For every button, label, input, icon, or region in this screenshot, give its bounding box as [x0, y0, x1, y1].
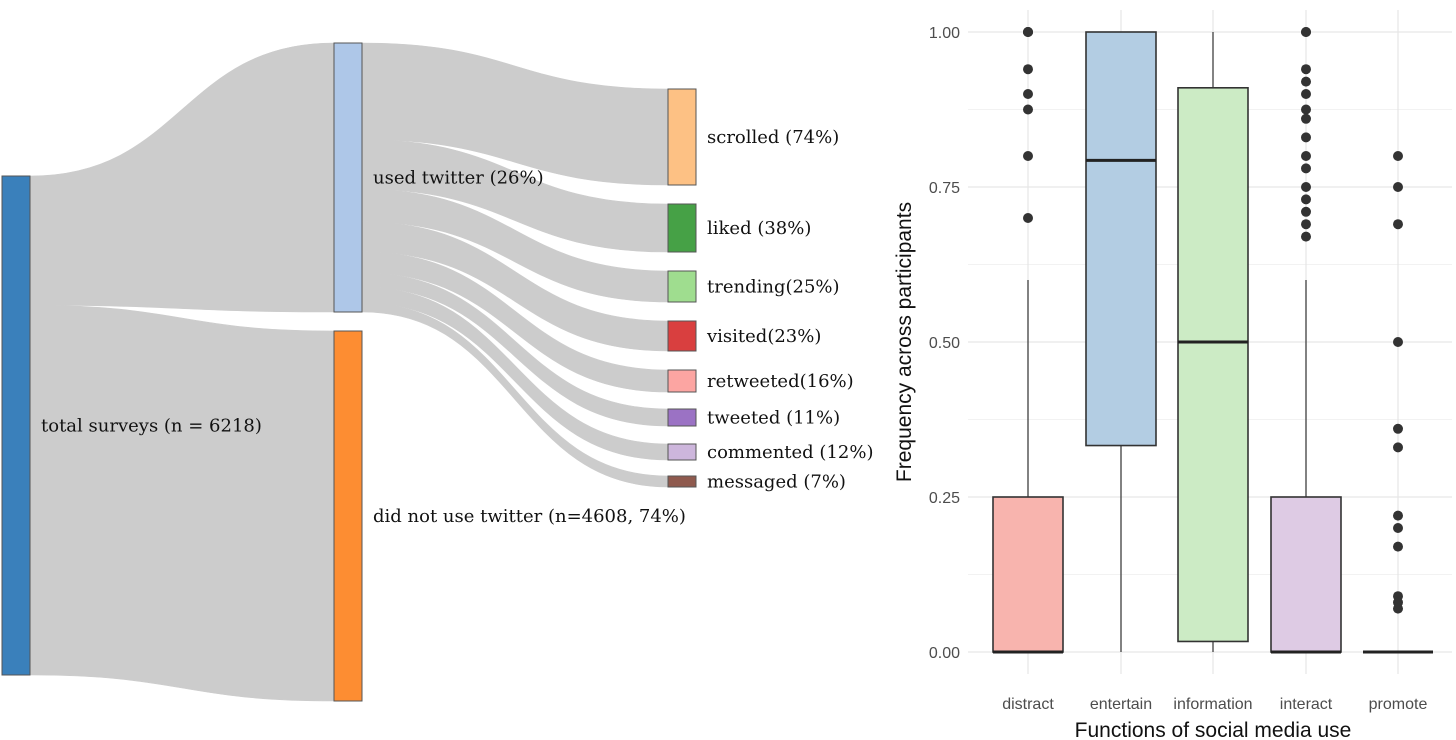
outlier-point: [1301, 151, 1311, 161]
boxplot-y-tick-labels: 0.00 0.25 0.50 0.75 1.00: [929, 25, 960, 662]
sankey-chart: total surveys (n = 6218) used twitter (26…: [1, 42, 873, 702]
y-tick-label: 0.75: [929, 180, 960, 197]
outlier-point: [1023, 27, 1033, 37]
outlier-point: [1393, 337, 1403, 347]
sankey-label-retweeted: retweeted(16%): [707, 371, 854, 392]
sankey-label-messaged: messaged (7%): [707, 472, 846, 493]
y-axis-title: Frequency across participants: [893, 202, 916, 482]
outlier-point: [1023, 64, 1033, 75]
x-tick-label-distract: distract: [1002, 696, 1054, 713]
x-axis-title: Functions of social media use: [1075, 719, 1352, 740]
outlier-point: [1023, 213, 1033, 223]
outlier-point: [1301, 104, 1311, 115]
outlier-point: [1301, 113, 1311, 124]
sankey-node-notused: [333, 330, 363, 702]
sankey-label-trending: trending(25%): [707, 277, 840, 298]
sankey-label-liked: liked (38%): [707, 218, 811, 239]
outlier-point: [1023, 89, 1033, 99]
outlier-point: [1393, 603, 1403, 614]
x-tick-label-promote: promote: [1369, 696, 1428, 713]
sankey-node-retweeted: [667, 369, 697, 393]
sankey-node-tweeted: [667, 408, 697, 427]
outlier-point: [1023, 104, 1033, 115]
outlier-point: [1301, 206, 1311, 217]
outlier-point: [1393, 423, 1403, 434]
x-tick-label-interact: interact: [1280, 696, 1333, 713]
box-information: [1177, 32, 1249, 652]
y-tick-label: 0.50: [929, 335, 960, 352]
box-promote: [1363, 151, 1433, 654]
outlier-point: [1393, 541, 1403, 552]
outlier-point: [1393, 523, 1403, 533]
box-entertain: [1085, 31, 1157, 652]
outlier-point: [1301, 132, 1311, 143]
sankey-label-notused: did not use twitter (n=4608, 74%): [373, 506, 686, 527]
outlier-point: [1301, 163, 1311, 174]
x-tick-label-information: information: [1173, 696, 1252, 713]
x-tick-label-entertain: entertain: [1090, 696, 1152, 713]
boxplot-boxes: [992, 27, 1433, 654]
sankey-label-visited: visited(23%): [706, 326, 821, 347]
sankey-node-scrolled: [667, 88, 697, 186]
outlier-point: [1023, 151, 1033, 161]
sankey-label-commented: commented (12%): [707, 442, 873, 463]
outlier-point: [1393, 219, 1403, 230]
outlier-point: [1393, 510, 1403, 521]
sankey-node-liked: [667, 203, 697, 253]
outlier-point: [1301, 219, 1311, 230]
sankey-label-tweeted: tweeted (11%): [707, 408, 840, 429]
box-body: [992, 496, 1064, 653]
boxplot-chart: 0.00 0.25 0.50 0.75 1.00 distract entertain in…: [893, 10, 1452, 740]
sankey-node-messaged: [667, 475, 697, 488]
sankey-label-scrolled: scrolled (74%): [707, 127, 839, 148]
outlier-point: [1301, 76, 1311, 87]
y-tick-label: 0.25: [929, 490, 960, 507]
sankey-node-trending: [667, 270, 697, 303]
sankey-node-visited: [667, 320, 697, 352]
outlier-point: [1301, 89, 1311, 99]
outlier-point: [1393, 182, 1403, 192]
box-body: [1085, 31, 1157, 447]
sankey-nodes: [1, 42, 697, 702]
outlier-point: [1301, 27, 1311, 37]
sankey-node-used: [333, 42, 363, 313]
box-distract: [992, 27, 1064, 654]
outlier-point: [1393, 151, 1403, 161]
box-body: [1177, 87, 1249, 643]
sankey-node-commented: [667, 443, 697, 461]
outlier-point: [1301, 64, 1311, 75]
sankey-node-total: [1, 175, 31, 676]
box-body: [1270, 496, 1342, 653]
sankey-label-total: total surveys (n = 6218): [41, 416, 262, 437]
sankey-link-total-notused: [29, 304, 335, 702]
outlier-point: [1393, 442, 1403, 453]
outlier-point: [1301, 194, 1311, 205]
box-interact: [1270, 27, 1342, 654]
sankey-links: [29, 42, 669, 702]
sankey-labels: total surveys (n = 6218) used twitter (26…: [41, 127, 873, 527]
outlier-point: [1301, 182, 1311, 192]
sankey-link-total-used: [29, 42, 335, 313]
y-tick-label: 1.00: [929, 25, 960, 42]
sankey-label-used: used twitter (26%): [373, 168, 544, 189]
y-tick-label: 0.00: [929, 645, 960, 662]
outlier-point: [1301, 231, 1311, 242]
boxplot-x-tick-labels: distract entertain information interact prom…: [1002, 696, 1427, 713]
